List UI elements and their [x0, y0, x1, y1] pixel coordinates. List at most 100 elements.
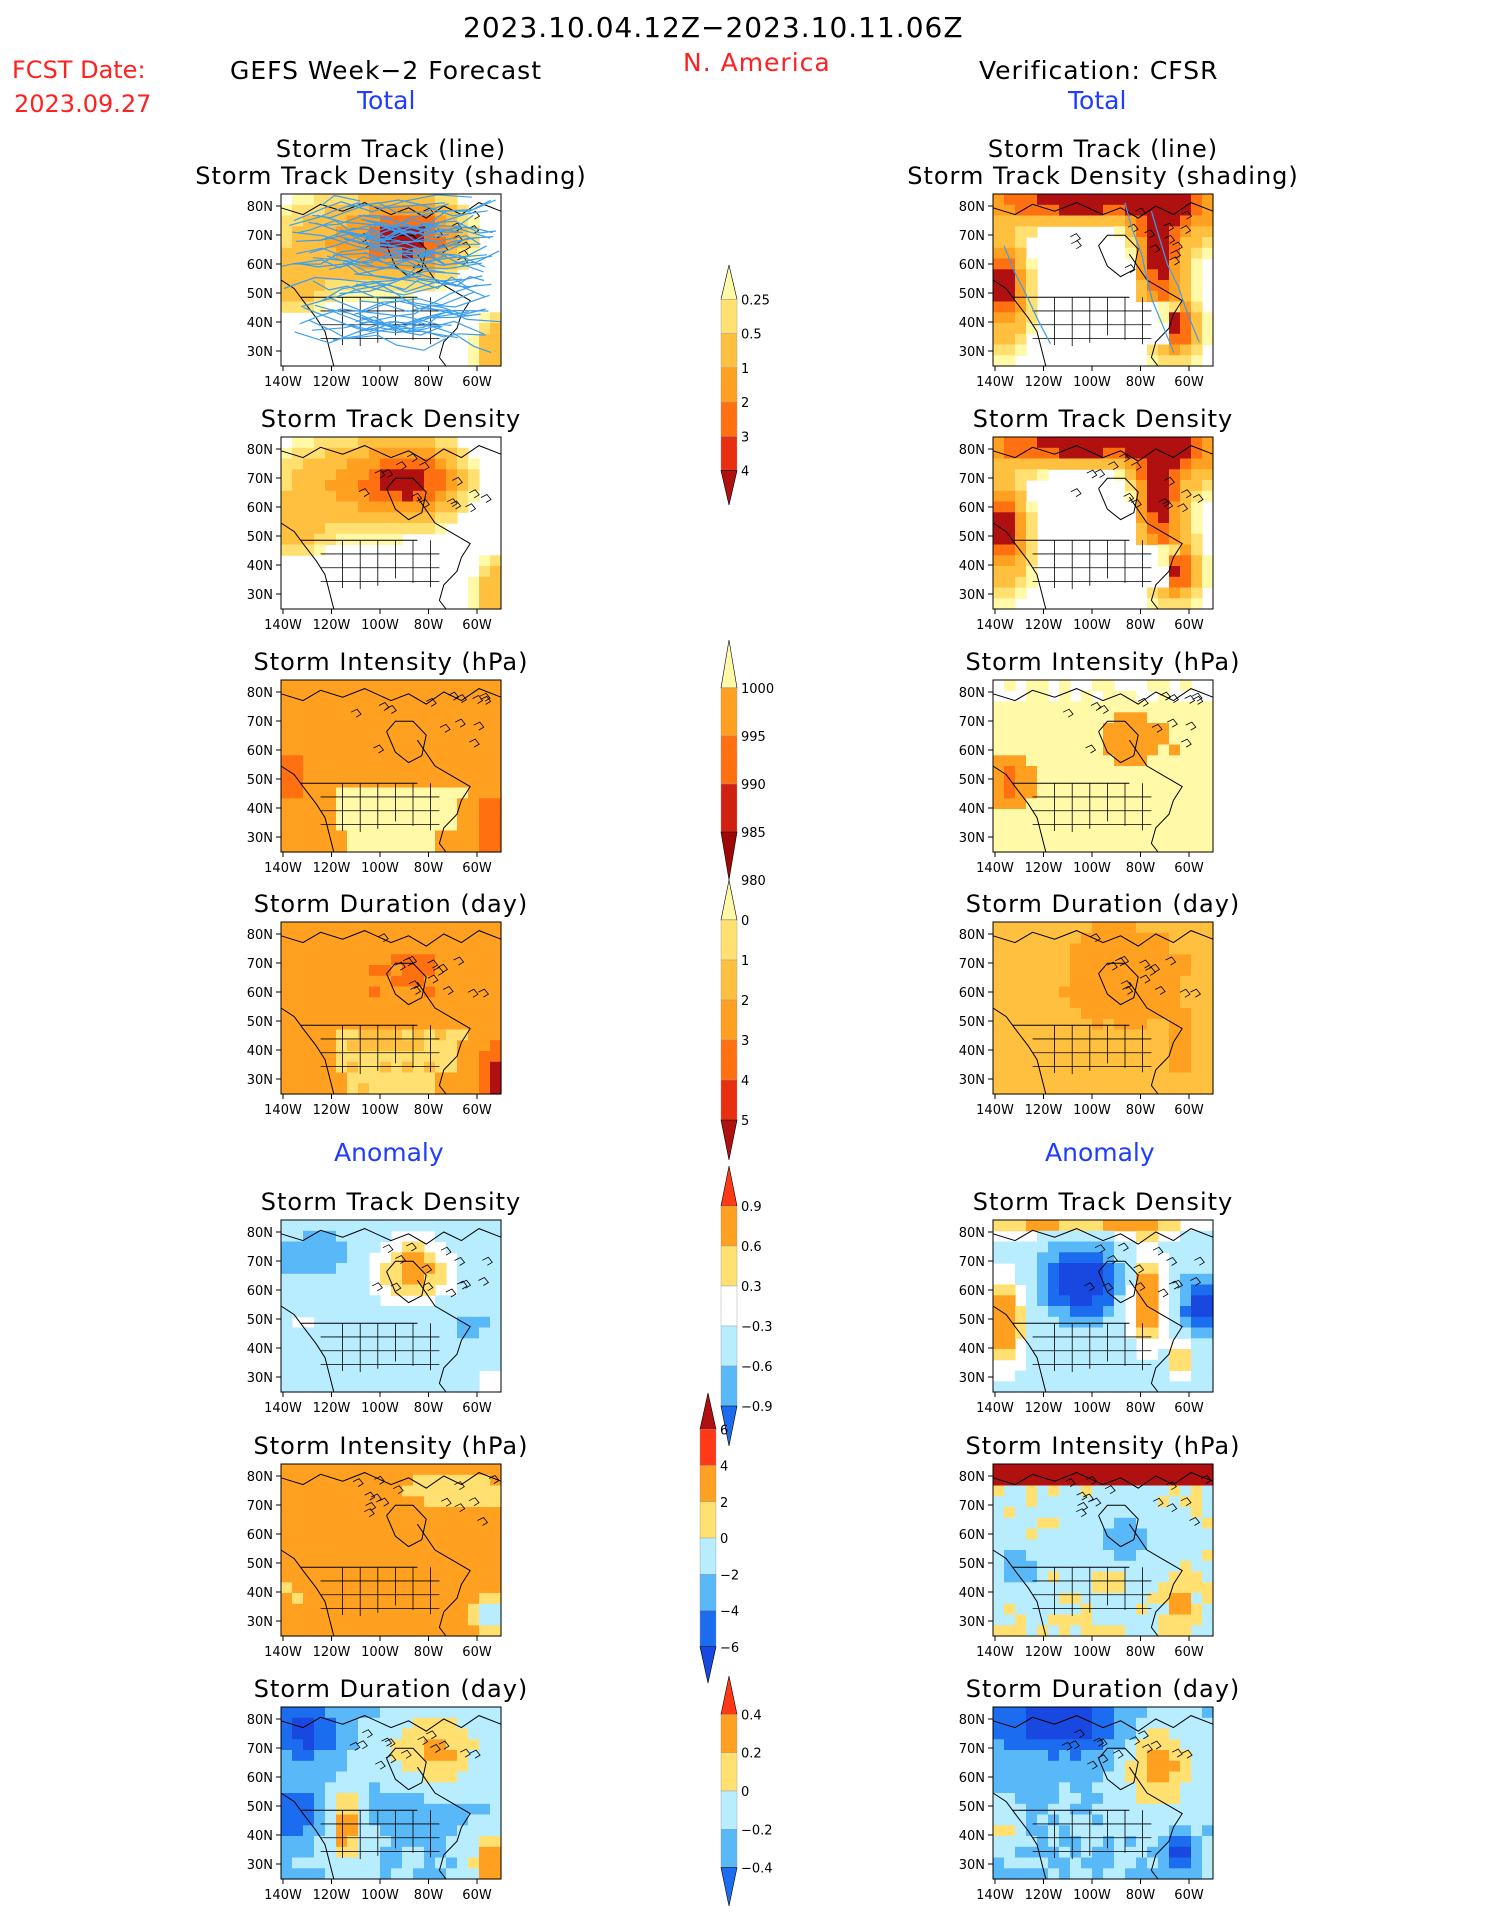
colorbar-segment [699, 1392, 717, 1430]
data-cell [1015, 301, 1027, 313]
data-cell [1114, 819, 1126, 832]
data-cell [424, 1083, 436, 1095]
y-tick-label: 40N [959, 1342, 985, 1357]
data-cell [1202, 922, 1214, 934]
data-cell [1059, 1464, 1071, 1476]
data-cell [1169, 1327, 1181, 1339]
data-cell [1048, 830, 1060, 842]
data-cell [1070, 943, 1082, 955]
data-cell [1114, 809, 1126, 821]
data-cell [490, 819, 502, 832]
data-cell [1059, 1825, 1071, 1837]
data-cell [1180, 1083, 1192, 1095]
colorbar-label: 0.25 [741, 293, 770, 308]
data-cell [479, 1803, 491, 1816]
panel-4-verification: Storm Track Density80N70N60N50N40N30N140… [959, 1188, 1233, 1416]
data-cell [490, 344, 502, 356]
data-cell [347, 1349, 359, 1361]
data-cell [391, 701, 403, 713]
data-cell [358, 501, 370, 513]
data-cell [435, 258, 447, 270]
data-cell [1169, 1793, 1181, 1805]
data-cell [1147, 819, 1159, 832]
data-cell [424, 1836, 436, 1848]
data-cell [424, 1485, 436, 1497]
data-cell [1158, 1582, 1170, 1594]
data-cell [468, 480, 480, 492]
data-cell [993, 1593, 1005, 1605]
coastline-east [1128, 1523, 1183, 1637]
data-cell [292, 690, 304, 703]
data-cell [490, 1083, 502, 1095]
colorbar-segment [720, 1405, 738, 1447]
x-tick-label: 100W [361, 1103, 399, 1118]
data-cell [490, 1220, 502, 1232]
data-cell [303, 1284, 315, 1296]
data-cell [457, 965, 469, 977]
data-cell [1026, 798, 1038, 810]
data-cell [402, 1560, 414, 1573]
data-cell [325, 1359, 337, 1372]
data-cell [369, 523, 381, 535]
data-cell [292, 975, 304, 988]
data-cell [292, 1868, 304, 1880]
data-cell [325, 469, 337, 481]
data-cell [358, 830, 370, 842]
data-cell [336, 458, 348, 470]
data-cell [1037, 1560, 1049, 1573]
data-cell [1015, 997, 1027, 1009]
coastline-east [1128, 253, 1183, 367]
data-cell [1191, 480, 1203, 492]
data-cell [1070, 1241, 1082, 1253]
data-cell [1202, 1474, 1214, 1487]
data-cell [1169, 1550, 1181, 1562]
data-cell [292, 1220, 304, 1232]
data-cell [1026, 841, 1038, 853]
data-cell [303, 1273, 315, 1286]
data-cell [446, 1507, 458, 1519]
data-cell [369, 1496, 381, 1508]
data-cell [1092, 1625, 1104, 1637]
data-cell [1004, 501, 1016, 513]
data-cell [1059, 1241, 1071, 1253]
data-cell [1070, 1728, 1082, 1740]
island-outline [1151, 723, 1163, 733]
colorbar-segment [699, 1574, 717, 1611]
data-cell [1103, 1857, 1115, 1869]
data-cell [402, 1316, 414, 1329]
island-outline [1160, 691, 1172, 701]
data-cell [314, 1582, 326, 1594]
data-cell [380, 1316, 392, 1329]
data-cell [490, 1793, 502, 1805]
data-cell [1048, 733, 1060, 746]
island-outline [1084, 1282, 1095, 1292]
data-cell [1092, 1284, 1104, 1296]
data-cell [380, 447, 392, 460]
island-outline [1169, 256, 1180, 266]
data-cell [325, 1593, 337, 1605]
data-cell [1059, 1560, 1071, 1573]
data-cell [1026, 1241, 1038, 1253]
data-cell [314, 1381, 326, 1393]
data-cell [325, 458, 337, 470]
island-outline [452, 476, 463, 486]
data-cell [1169, 247, 1181, 260]
data-cell [413, 1263, 425, 1275]
data-cell [1059, 975, 1071, 988]
data-cell [1103, 1550, 1115, 1562]
data-cell [402, 1496, 414, 1508]
island-outline [1064, 1478, 1076, 1487]
data-cell [325, 269, 337, 281]
data-cell [1081, 1496, 1093, 1508]
data-cell [413, 1517, 425, 1530]
data-cell [1015, 1539, 1027, 1551]
data-cell [1048, 1707, 1060, 1719]
data-cell [1059, 830, 1071, 842]
data-cell [1136, 1550, 1148, 1562]
data-cell [468, 1051, 480, 1063]
data-cell [281, 841, 293, 853]
data-cell [1026, 512, 1038, 524]
data-cell [1136, 480, 1148, 492]
data-cell [490, 776, 502, 789]
data-cell [314, 1614, 326, 1626]
